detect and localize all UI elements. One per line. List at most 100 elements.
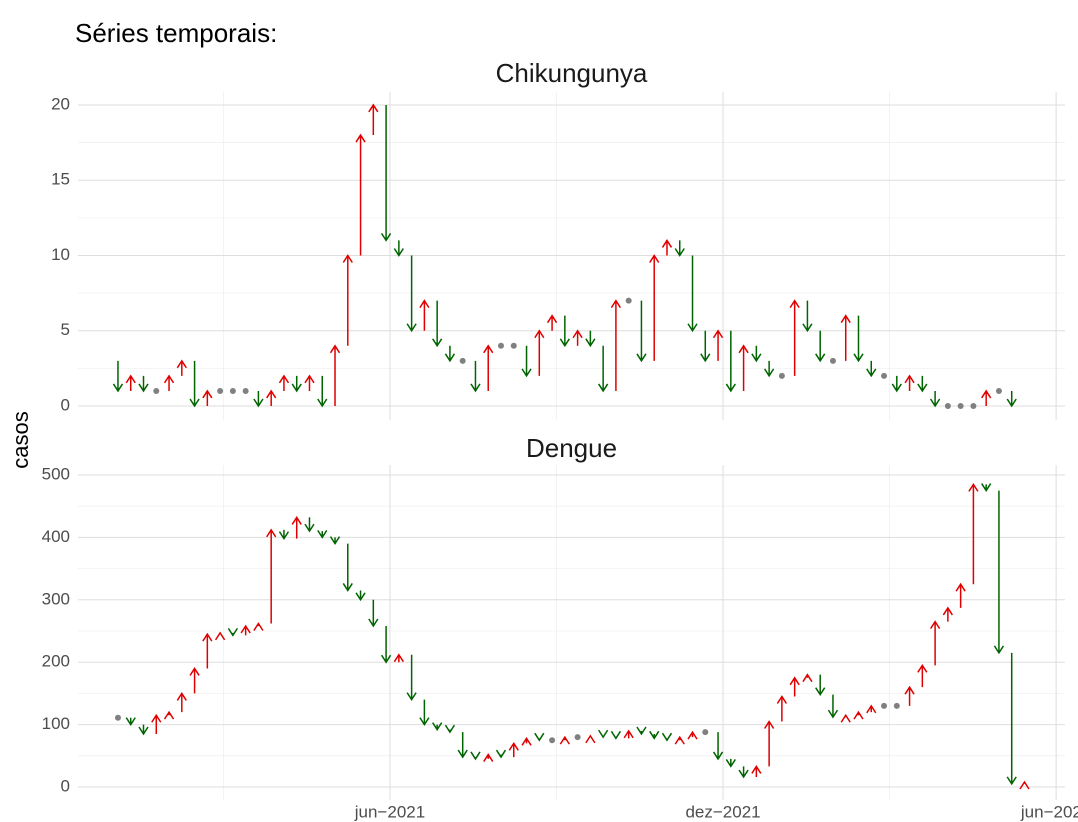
- arrow: [891, 375, 902, 393]
- arrow: [738, 766, 749, 779]
- arrow: [189, 667, 200, 694]
- arrow: [163, 710, 175, 720]
- arrow: [278, 374, 290, 391]
- arrow: [151, 713, 162, 734]
- arrow: [163, 374, 175, 391]
- arrow: [929, 620, 941, 666]
- arrow: [751, 345, 762, 363]
- arrow: [661, 239, 673, 256]
- point: [970, 403, 977, 410]
- arrow: [1006, 390, 1017, 408]
- arrow: [329, 536, 341, 546]
- arrow: [470, 360, 481, 393]
- x-tick-label: jun−2022: [1020, 802, 1078, 821]
- arrow: [623, 729, 634, 739]
- point: [242, 387, 249, 394]
- y-axis-label: casos: [8, 411, 33, 468]
- arrow: [866, 360, 877, 378]
- point: [944, 403, 951, 410]
- y-tick-label: 5: [61, 320, 70, 339]
- arrow: [368, 599, 379, 628]
- arrow: [942, 606, 954, 622]
- point: [829, 357, 836, 364]
- y-tick-label: 100: [42, 714, 70, 733]
- arrow: [112, 360, 124, 393]
- point: [881, 702, 888, 709]
- arrow: [329, 344, 341, 407]
- arrow: [521, 345, 532, 378]
- arrow: [904, 374, 915, 391]
- point: [114, 714, 121, 721]
- arrow: [125, 374, 136, 391]
- arrow: [687, 255, 698, 333]
- arrow: [176, 692, 187, 713]
- arrow: [393, 653, 404, 663]
- arrow: [649, 254, 660, 361]
- arrow: [419, 299, 430, 331]
- arrow: [138, 724, 149, 736]
- point: [574, 734, 581, 741]
- arrow: [559, 315, 570, 348]
- arrow: [789, 676, 800, 697]
- point: [549, 737, 556, 744]
- point: [510, 342, 517, 349]
- arrow: [853, 710, 864, 720]
- page-title: Séries temporais:: [75, 18, 277, 48]
- arrow: [278, 529, 290, 541]
- arrow: [342, 543, 353, 592]
- arrow: [393, 240, 404, 257]
- arrow: [432, 722, 443, 731]
- arrow: [534, 329, 545, 376]
- arrow: [610, 299, 622, 391]
- arrow: [189, 360, 200, 408]
- arrow: [815, 330, 826, 363]
- arrow: [610, 730, 622, 740]
- arrow: [1019, 780, 1030, 790]
- arrow: [380, 626, 392, 664]
- arrow: [317, 529, 328, 539]
- point: [893, 702, 900, 709]
- panel-title: Dengue: [526, 433, 617, 463]
- arrow: [827, 694, 839, 719]
- arrow: [521, 736, 532, 746]
- arrow: [738, 344, 749, 391]
- arrow: [815, 674, 826, 697]
- point: [957, 403, 964, 410]
- x-tick-label: jun−2021: [354, 802, 425, 821]
- point: [702, 729, 709, 736]
- arrow: [470, 751, 481, 761]
- arrow: [840, 713, 851, 723]
- arrow: [598, 729, 609, 739]
- arrow: [840, 314, 851, 361]
- arrow: [483, 344, 494, 391]
- point: [498, 342, 504, 349]
- arrow: [266, 528, 277, 624]
- panel-title: Chikungunya: [496, 58, 648, 88]
- arrow: [253, 390, 264, 408]
- arrow: [125, 717, 136, 726]
- point: [217, 387, 224, 394]
- arrow: [674, 240, 685, 257]
- arrow: [763, 720, 775, 767]
- arrow: [853, 315, 864, 363]
- arrow: [419, 699, 430, 726]
- arrow: [546, 314, 558, 331]
- arrow: [585, 330, 596, 348]
- arrow: [649, 730, 660, 740]
- arrow: [585, 734, 596, 744]
- arrow: [483, 753, 494, 762]
- arrow: [253, 622, 264, 631]
- arrow: [674, 735, 685, 745]
- arrow: [291, 516, 302, 539]
- arrow: [572, 329, 583, 346]
- arrow: [240, 624, 251, 636]
- arrow: [380, 104, 392, 242]
- arrow: [917, 375, 928, 393]
- arrow: [559, 735, 570, 745]
- arrow: [661, 732, 673, 742]
- y-tick-label: 300: [42, 589, 70, 608]
- y-tick-label: 200: [42, 652, 70, 671]
- point: [625, 297, 632, 304]
- y-tick-label: 0: [61, 395, 70, 414]
